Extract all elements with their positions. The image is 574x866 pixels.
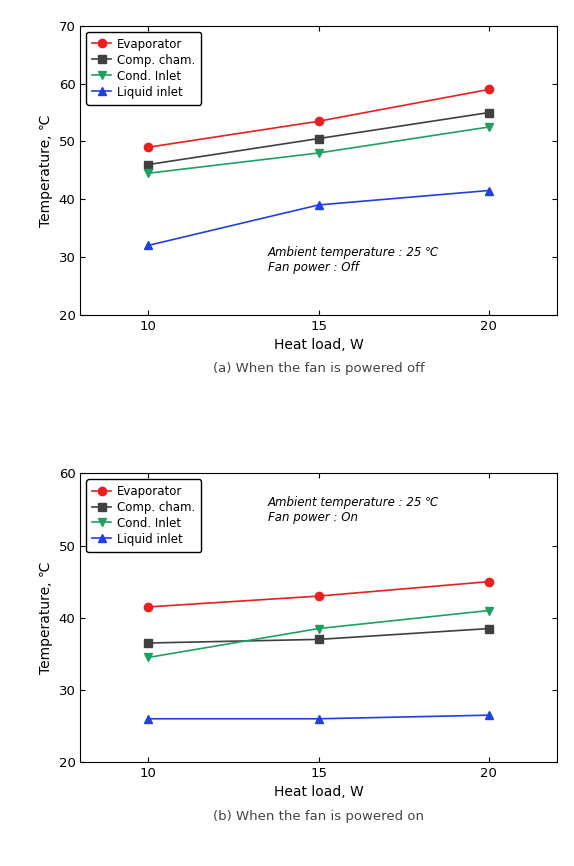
Legend: Evaporator, Comp. cham., Cond. Inlet, Liquid inlet: Evaporator, Comp. cham., Cond. Inlet, Li… <box>86 479 201 552</box>
Line: Cond. Inlet: Cond. Inlet <box>144 123 493 178</box>
Line: Liquid inlet: Liquid inlet <box>144 711 493 723</box>
Evaporator <box>485 577 492 587</box>
X-axis label: Heat load, W: Heat load, W <box>274 338 363 352</box>
Line: Liquid inlet: Liquid inlet <box>144 186 493 249</box>
Liquid inlet <box>485 185 492 196</box>
Y-axis label: Temperature, ℃: Temperature, ℃ <box>39 561 53 674</box>
Line: Comp. cham.: Comp. cham. <box>144 108 493 169</box>
Comp. cham. <box>315 634 322 644</box>
Comp. cham. <box>145 159 152 170</box>
Cond. Inlet <box>485 122 492 132</box>
Evaporator <box>485 84 492 94</box>
Comp. cham. <box>315 133 322 144</box>
Text: (a) When the fan is powered off: (a) When the fan is powered off <box>213 362 424 375</box>
Liquid inlet <box>145 240 152 250</box>
Line: Cond. Inlet: Cond. Inlet <box>144 606 493 662</box>
Evaporator <box>145 602 152 612</box>
Cond. Inlet <box>145 652 152 662</box>
Cond. Inlet <box>145 168 152 178</box>
Comp. cham. <box>485 107 492 118</box>
Line: Comp. cham.: Comp. cham. <box>144 624 493 647</box>
Comp. cham. <box>485 624 492 634</box>
Evaporator <box>315 116 322 126</box>
Text: Ambient temperature : 25 ℃
Fan power : On: Ambient temperature : 25 ℃ Fan power : O… <box>267 496 439 524</box>
Line: Evaporator: Evaporator <box>144 578 493 611</box>
Liquid inlet <box>485 710 492 721</box>
Y-axis label: Temperature, ℃: Temperature, ℃ <box>39 114 53 227</box>
Cond. Inlet <box>315 624 322 634</box>
X-axis label: Heat load, W: Heat load, W <box>274 785 363 799</box>
Liquid inlet <box>315 714 322 724</box>
Line: Evaporator: Evaporator <box>144 86 493 152</box>
Liquid inlet <box>315 200 322 210</box>
Cond. Inlet <box>485 605 492 616</box>
Cond. Inlet <box>315 148 322 158</box>
Legend: Evaporator, Comp. cham., Cond. Inlet, Liquid inlet: Evaporator, Comp. cham., Cond. Inlet, Li… <box>86 32 201 105</box>
Text: (b) When the fan is powered on: (b) When the fan is powered on <box>213 810 424 823</box>
Evaporator <box>315 591 322 601</box>
Evaporator <box>145 142 152 152</box>
Comp. cham. <box>145 638 152 649</box>
Liquid inlet <box>145 714 152 724</box>
Text: Ambient temperature : 25 ℃
Fan power : Off: Ambient temperature : 25 ℃ Fan power : O… <box>267 246 439 275</box>
